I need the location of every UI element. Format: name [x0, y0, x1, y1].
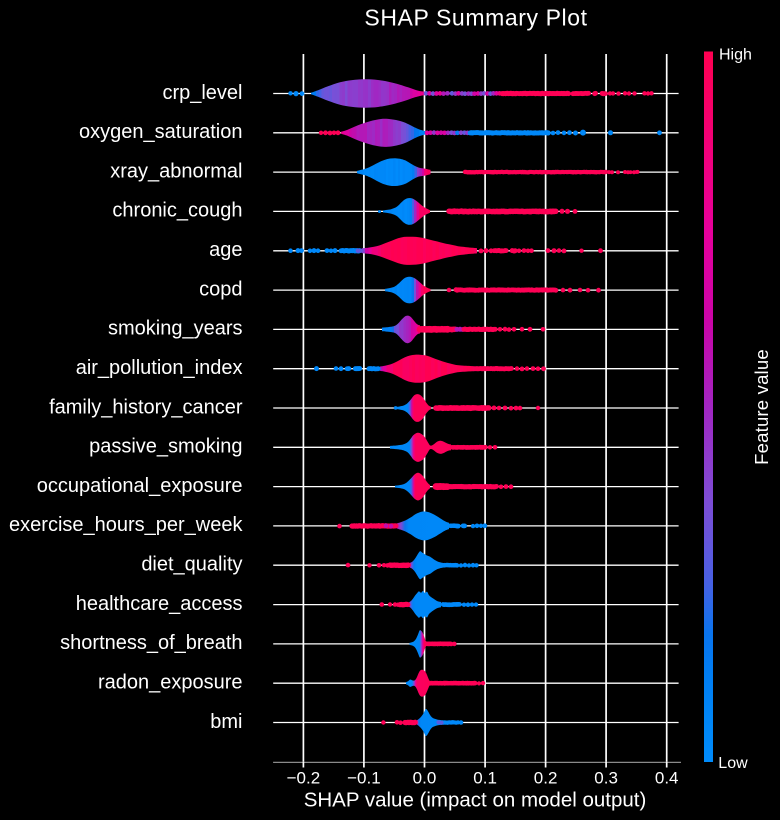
svg-text:smoking_years: smoking_years [108, 318, 243, 340]
svg-text:occupational_exposure: occupational_exposure [37, 475, 243, 497]
svg-text:age: age [209, 239, 242, 261]
svg-text:chronic_cough: chronic_cough [112, 200, 242, 222]
svg-text:SHAP value (impact on model ou: SHAP value (impact on model output) [304, 789, 647, 812]
svg-text:radon_exposure: radon_exposure [98, 672, 243, 694]
svg-text:healthcare_access: healthcare_access [76, 593, 243, 615]
svg-text:bmi: bmi [210, 711, 242, 733]
svg-text:xray_abnormal: xray_abnormal [110, 160, 242, 182]
svg-text:shortness_of_breath: shortness_of_breath [60, 632, 242, 654]
svg-text:High: High [719, 47, 752, 64]
svg-text:Feature value: Feature value [751, 349, 772, 465]
svg-text:0.2: 0.2 [534, 769, 558, 788]
svg-text:0.1: 0.1 [473, 769, 497, 788]
svg-text:crp_level: crp_level [162, 82, 242, 104]
svg-text:0.0: 0.0 [413, 769, 437, 788]
svg-text:air_pollution_index: air_pollution_index [76, 357, 243, 379]
svg-text:family_history_cancer: family_history_cancer [49, 396, 243, 418]
svg-text:copd: copd [199, 278, 242, 300]
svg-text:−0.1: −0.1 [347, 769, 381, 788]
svg-text:Low: Low [718, 755, 748, 772]
svg-text:oxygen_saturation: oxygen_saturation [79, 121, 242, 143]
svg-text:exercise_hours_per_week: exercise_hours_per_week [9, 514, 243, 536]
svg-text:diet_quality: diet_quality [141, 554, 242, 576]
svg-text:0.3: 0.3 [594, 769, 618, 788]
svg-text:0.4: 0.4 [655, 769, 679, 788]
svg-text:SHAP Summary Plot: SHAP Summary Plot [364, 5, 587, 31]
svg-text:−0.2: −0.2 [287, 769, 321, 788]
svg-text:passive_smoking: passive_smoking [89, 436, 242, 458]
